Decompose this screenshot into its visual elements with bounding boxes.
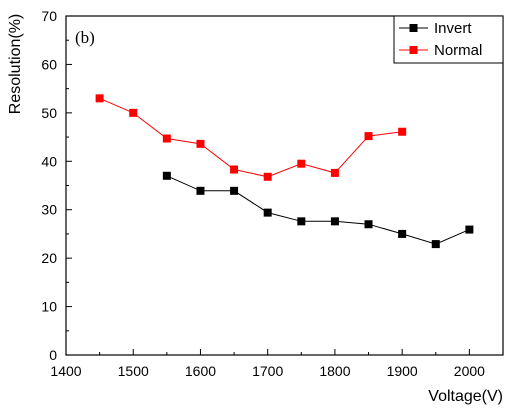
x-axis-title: Voltage(V) — [428, 388, 503, 405]
data-point-normal — [95, 94, 104, 103]
data-point-normal — [398, 127, 407, 136]
data-point-invert — [297, 217, 306, 226]
data-point-invert — [398, 229, 407, 238]
data-point-normal — [230, 165, 239, 174]
data-point-invert — [162, 171, 171, 180]
y-axis-ticks: 0 10 20 30 40 50 60 70 — [41, 8, 72, 363]
data-point-invert — [330, 217, 339, 226]
y-tick-label: 0 — [49, 347, 57, 363]
x-tick-label: 1600 — [185, 363, 216, 379]
series-line-invert — [166, 175, 470, 245]
y-tick-label: 60 — [41, 56, 57, 72]
plot-frame — [65, 15, 504, 356]
data-point-normal — [196, 139, 205, 148]
data-point-invert — [465, 225, 474, 234]
x-tick-label: 1400 — [50, 363, 81, 379]
data-point-invert — [431, 240, 440, 249]
x-axis-ticks: 1400 1500 1600 1700 1800 1900 2000 — [50, 349, 485, 379]
legend-marker-invert — [409, 24, 418, 32]
data-point-normal — [263, 172, 272, 181]
data-point-invert — [230, 186, 239, 195]
data-point-normal — [364, 132, 373, 141]
legend-box — [393, 15, 504, 64]
data-point-invert — [364, 220, 373, 229]
data-point-invert — [196, 186, 205, 195]
y-tick-label: 10 — [41, 299, 57, 315]
data-point-normal — [129, 108, 138, 117]
legend: Invert Normal — [393, 15, 504, 64]
y-tick-label: 40 — [41, 153, 57, 169]
y-tick-label: 50 — [41, 105, 57, 121]
x-tick-label: 1900 — [387, 363, 418, 379]
y-tick-label: 70 — [41, 8, 57, 24]
y-tick-label: 30 — [41, 202, 57, 218]
data-point-invert — [263, 208, 272, 217]
x-tick-label: 2000 — [454, 363, 485, 379]
legend-label-invert: Invert — [434, 20, 472, 37]
data-point-normal — [162, 134, 171, 143]
data-point-normal — [330, 168, 339, 177]
series-layer — [95, 94, 474, 249]
series-line-normal — [99, 97, 403, 178]
x-tick-label: 1800 — [319, 363, 350, 379]
legend-label-normal: Normal — [434, 42, 482, 59]
y-tick-label: 20 — [41, 250, 57, 266]
data-point-normal — [297, 159, 306, 168]
x-tick-label: 1500 — [118, 363, 149, 379]
panel-label: (b) — [75, 28, 95, 47]
legend-marker-normal — [409, 46, 418, 54]
x-tick-label: 1700 — [252, 363, 283, 379]
y-axis-title: Resolution(%) — [7, 14, 24, 114]
